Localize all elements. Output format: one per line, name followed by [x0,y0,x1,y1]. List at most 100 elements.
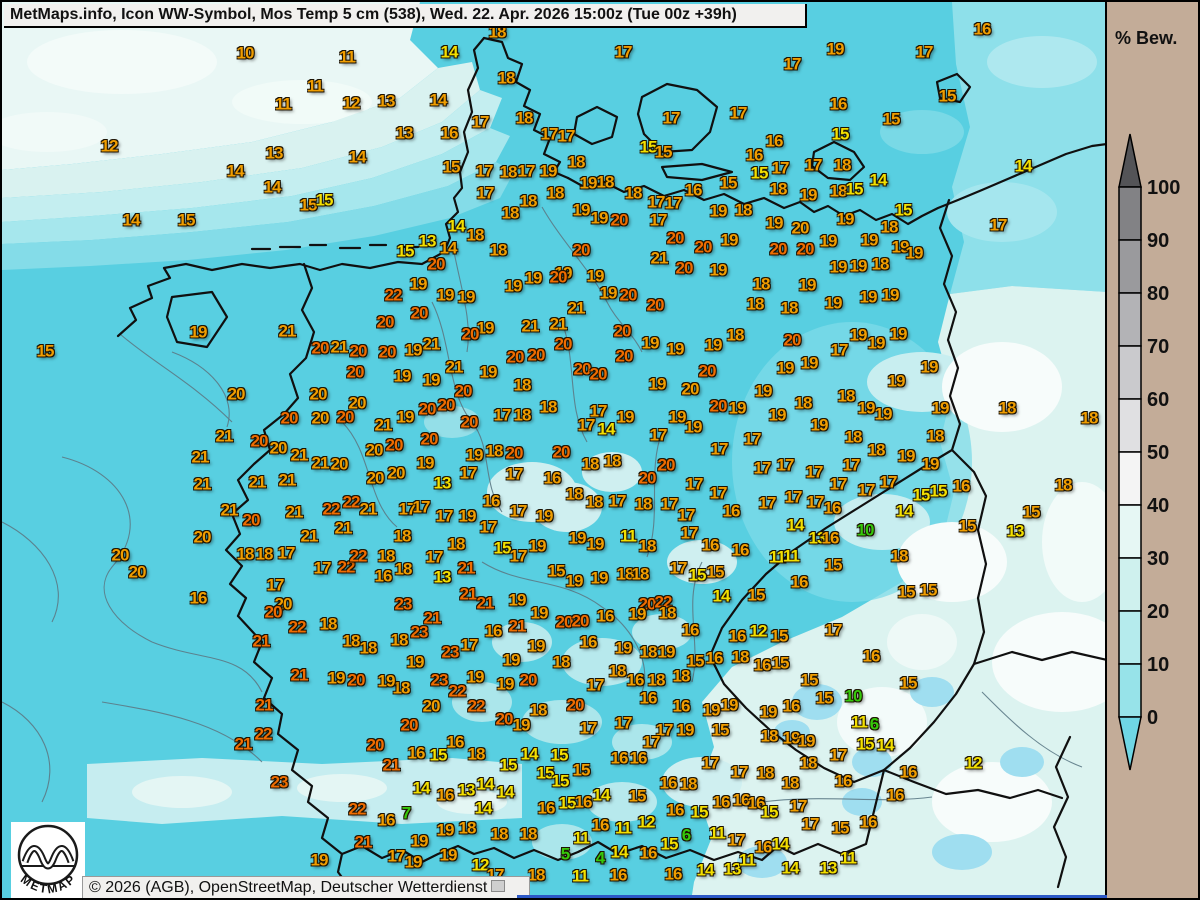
temp-label: 16 [754,837,773,857]
temp-label: 19 [931,398,950,418]
map-area[interactable]: 10 11 11 11 12 13 12 13 14 14 14 14 15 15 15 14 14 13 16 17… [2,2,1107,898]
temp-label: 20 [589,364,608,384]
temp-label: 20 [657,455,676,475]
temp-label: 18 [752,274,771,294]
temp-label: 20 [400,715,419,735]
temp-label: 13 [433,473,452,493]
temp-label: 18 [515,108,534,128]
temp-label: 17 [830,340,849,360]
temp-label: 15 [628,786,647,806]
temp-label: 17 [642,732,661,752]
temp-label: 12 [749,621,768,641]
temp-label: 19 [887,371,906,391]
temp-label: 17 [649,425,668,445]
temp-label: 15 [929,481,948,501]
temp-label: 19 [765,213,784,233]
temp-label: 21 [457,558,476,578]
temp-label: 19 [891,237,910,257]
temp-label: 15 [660,834,679,854]
map-canvas [2,2,1105,898]
temp-label: 19 [396,407,415,427]
temp-label: 16 [579,632,598,652]
temp-label: 16 [952,476,971,496]
temp-label: 16 [899,762,918,782]
temp-label: 11 [307,76,324,96]
temp-label: 19 [648,374,667,394]
temp-label: 19 [530,603,549,623]
temp-label: 19 [406,652,425,672]
temp-label: 23 [441,642,460,662]
temp-label: 20 [376,312,395,332]
temp-label: 12 [471,855,490,875]
temp-label: 11 [783,546,800,566]
temp-label: 21 [248,472,267,492]
temp-label: 11 [615,818,632,838]
temp-label: 17 [915,42,934,62]
temp-label: 19 [616,407,635,427]
temp-label: 12 [342,93,361,113]
temp-label: 14 [592,785,611,805]
temp-label: 18 [497,68,516,88]
temp-label: 19 [666,339,685,359]
temp-label: 20 [506,347,525,367]
temp-label: 16 [440,123,459,143]
temp-label: 17 [669,558,688,578]
temp-label: 18 [871,254,890,274]
temp-label: 17 [753,458,772,478]
temp-label: 20 [709,396,728,416]
temp-label: 18 [890,546,909,566]
temp-label: 18 [829,181,848,201]
temp-label: 15 [429,745,448,765]
temp-label: 21 [191,447,210,467]
temp-label: 19 [628,604,647,624]
temp-label: 15 [396,241,415,261]
temp-label: 18 [837,386,856,406]
temp-label: 20 [454,381,473,401]
temp-label: 18 [616,564,635,584]
temp-label: 19 [572,200,591,220]
temp-label: 20 [495,709,514,729]
temp-label: 17 [857,480,876,500]
temp-label: 18 [634,494,653,514]
temp-label: 18 [1080,408,1099,428]
temp-label: 19 [819,231,838,251]
temp-label: 18 [499,162,518,182]
temp-label: 20 [420,429,439,449]
temp-label: 15 [899,673,918,693]
temp-label: 6 [681,825,692,845]
temp-label: 20 [554,334,573,354]
temp-label: 17 [801,814,820,834]
temp-label: 18 [359,638,378,658]
temp-label: 15 [177,210,196,230]
temp-label: 13 [433,567,452,587]
temp-label: 20 [365,440,384,460]
temp-label: 20 [769,239,788,259]
temp-label: 17 [710,439,729,459]
temp-label: 15 [299,195,318,215]
legend-tick-label: 100 [1147,177,1180,199]
metmaps-logo[interactable]: METMAPS [6,811,85,898]
temp-label: 21 [252,631,271,651]
temp-label: 14 [412,778,431,798]
temp-label: 15 [315,190,334,210]
temp-label: 18 [489,240,508,260]
temp-label: 18 [726,325,745,345]
temp-label: 12 [637,812,656,832]
temp-label: 22 [448,681,467,701]
temp-label: 23 [394,594,413,614]
temp-label: 21 [220,500,239,520]
temp-label: 15 [551,771,570,791]
temp-label: 19 [889,324,908,344]
temp-label: 20 [366,468,385,488]
temp-label: 19 [535,506,554,526]
temp-label: 15 [831,818,850,838]
temp-label: 19 [824,293,843,313]
temp-label: 17 [805,462,824,482]
temp-label: 21 [278,470,297,490]
image-placeholder-icon [491,880,506,892]
temp-label: 18 [552,652,571,672]
temp-label: 15 [824,555,843,575]
temp-label: 19 [590,568,609,588]
temp-label: 15 [760,802,779,822]
